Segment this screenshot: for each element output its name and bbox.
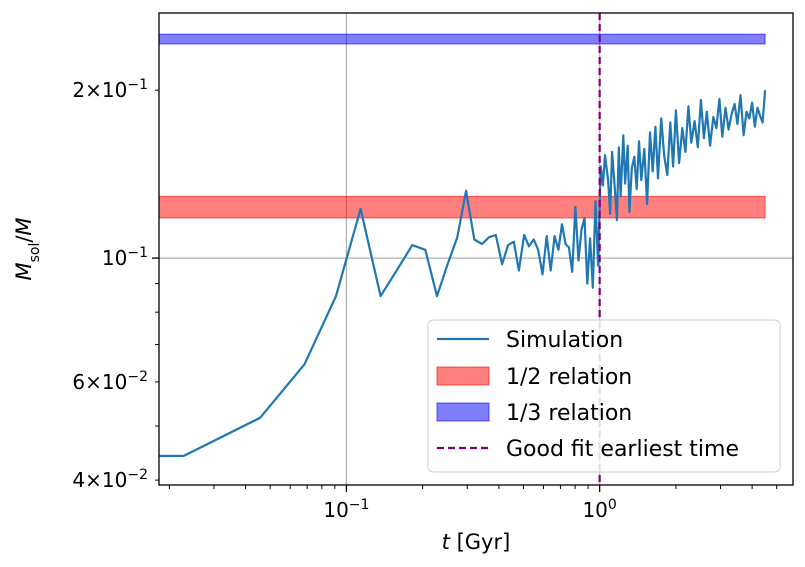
y-axis-label: Msol/M bbox=[12, 217, 43, 280]
legend-label: Simulation bbox=[506, 328, 623, 353]
y-tick-label: 10−1 bbox=[102, 245, 148, 270]
axis-ticks bbox=[152, 89, 778, 492]
legend-box bbox=[427, 319, 781, 473]
y-tick-label: 6×10−2 bbox=[72, 369, 148, 394]
simulation-line bbox=[159, 90, 767, 457]
data-lines bbox=[159, 13, 767, 485]
legend-swatch-band bbox=[436, 402, 490, 422]
legend-swatch-band bbox=[436, 366, 490, 386]
y-tick-label: 2×10−1 bbox=[72, 77, 148, 102]
legend-label: Good fit earliest time bbox=[506, 437, 739, 462]
x-tick-label: 100 bbox=[582, 497, 616, 522]
x-axis-label: t [Gyr] bbox=[442, 530, 511, 554]
band-1-3-relation bbox=[158, 33, 766, 45]
y-tick-label: 4×10−2 bbox=[72, 467, 148, 492]
plot-frame bbox=[158, 12, 794, 486]
legend: Simulation 1/2 relation 1/3 relation Good f… bbox=[427, 319, 781, 473]
legend-label: 1/3 relation bbox=[506, 401, 632, 426]
x-tick-label: 10−1 bbox=[323, 497, 369, 522]
legend-label: 1/2 relation bbox=[506, 365, 632, 390]
